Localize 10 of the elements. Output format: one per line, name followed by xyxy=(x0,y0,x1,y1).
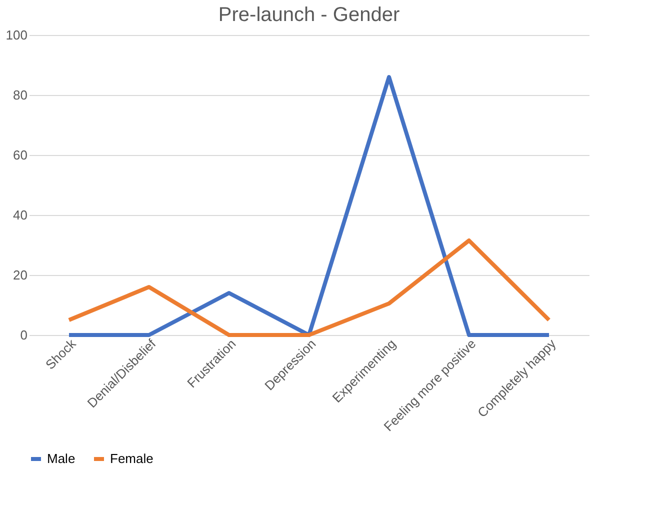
y-tick-label: 100 xyxy=(6,28,28,42)
y-tick-label: 60 xyxy=(13,148,28,162)
y-tick-label: 40 xyxy=(13,208,28,222)
y-tick-label: 20 xyxy=(13,268,28,282)
legend-label: Male xyxy=(47,451,76,466)
y-tick-label: 0 xyxy=(20,328,28,342)
line-series xyxy=(67,238,551,337)
chart-title: Pre-launch - Gender xyxy=(218,4,400,26)
legend-label: Female xyxy=(110,451,154,466)
y-tick-label: 80 xyxy=(13,88,28,102)
